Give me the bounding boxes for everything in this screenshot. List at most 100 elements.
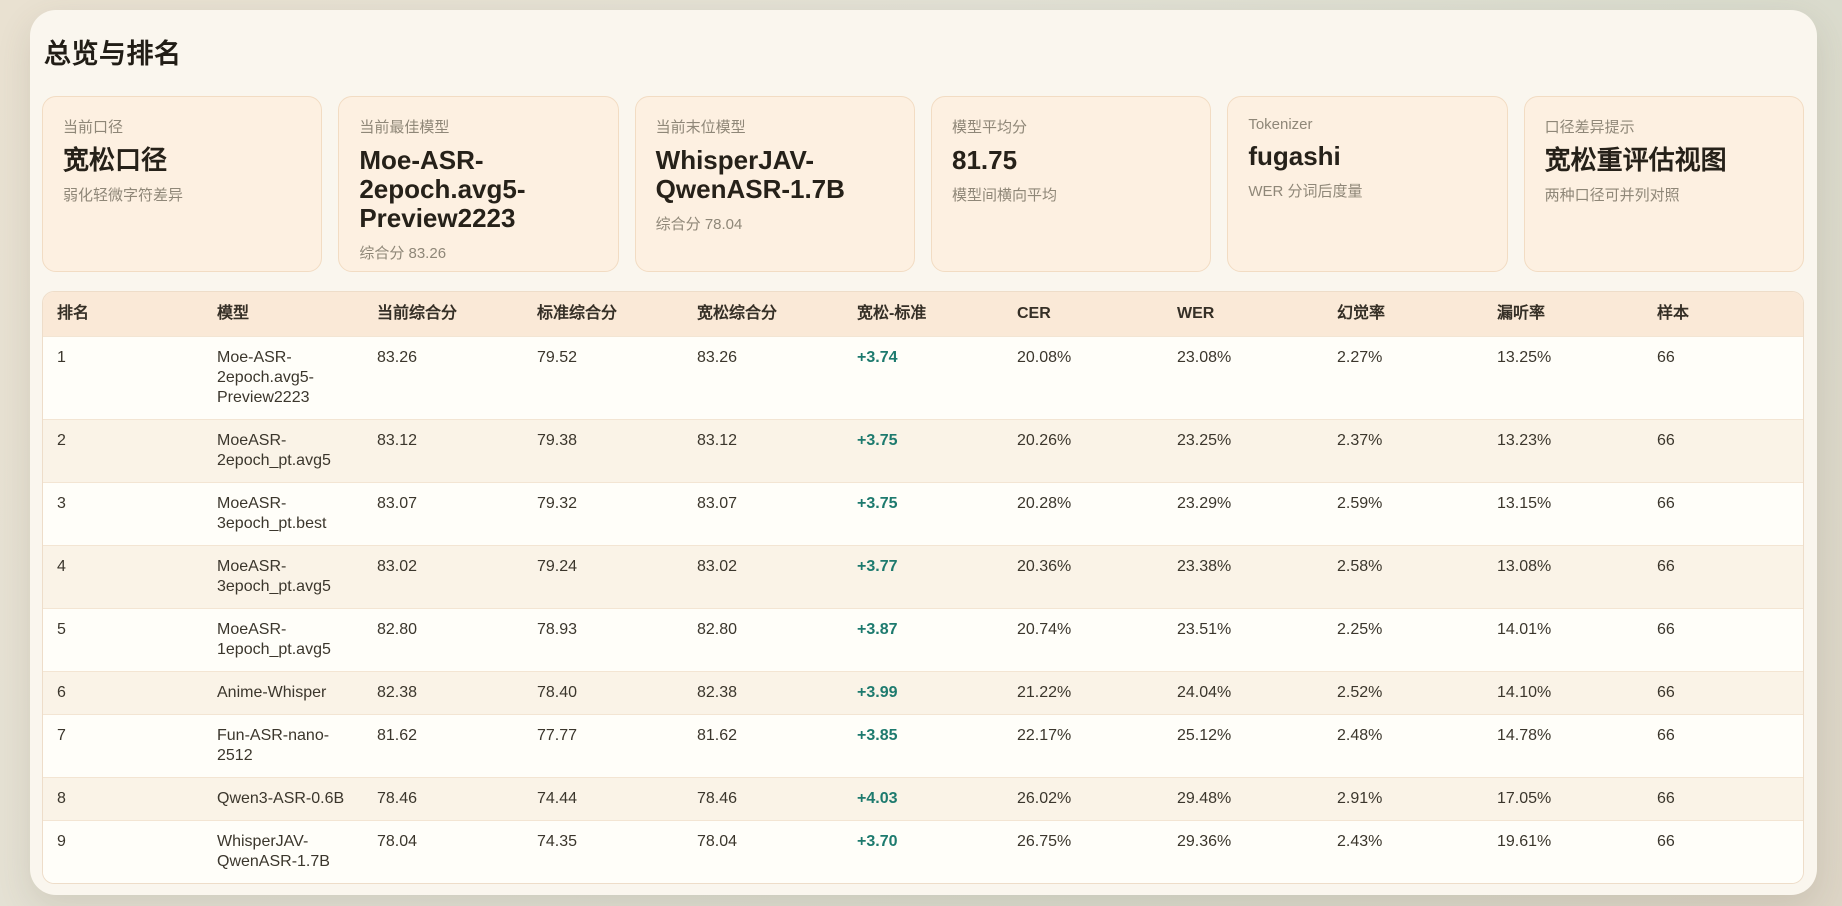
cell-standard: 79.24 xyxy=(523,545,683,609)
cell-samples: 66 xyxy=(1643,714,1803,778)
cell-lenient: 83.26 xyxy=(683,336,843,420)
cell-samples: 66 xyxy=(1643,820,1803,883)
column-header-lenient: 宽松综合分 xyxy=(683,292,843,337)
cell-rank: 6 xyxy=(43,671,203,715)
cell-rank: 8 xyxy=(43,777,203,821)
cell-hallucination: 2.59% xyxy=(1323,482,1483,546)
cell-model: MoeASR-3epoch_pt.best xyxy=(203,482,363,546)
cell-hallucination: 2.58% xyxy=(1323,545,1483,609)
cell-lenient: 78.46 xyxy=(683,777,843,821)
cell-miss: 13.23% xyxy=(1483,419,1643,483)
table-body: 1 Moe-ASR-2epoch.avg5-Preview2223 83.26 79.… xyxy=(43,336,1803,883)
table-row: 8 Qwen3-ASR-0.6B 78.46 74.44 78.46 +4.03 26.02… xyxy=(43,777,1803,821)
column-header-rank: 排名 xyxy=(43,292,203,337)
cell-standard: 77.77 xyxy=(523,714,683,778)
cell-rank: 3 xyxy=(43,482,203,546)
cell-cer: 20.28% xyxy=(1003,482,1163,546)
table-row: 3 MoeASR-3epoch_pt.best 83.07 79.32 83.07 +3.… xyxy=(43,482,1803,546)
cell-rank: 1 xyxy=(43,336,203,420)
column-header-standard: 标准综合分 xyxy=(523,292,683,337)
cell-model: MoeASR-2epoch_pt.avg5 xyxy=(203,419,363,483)
cell-delta: +3.87 xyxy=(843,608,1003,672)
cell-cer: 26.75% xyxy=(1003,820,1163,883)
table-header-row: 排名 模型 当前综合分 标准综合分 宽松综合分 宽松-标准 CER WER 幻觉率 漏听率 样本 xyxy=(43,292,1803,337)
cell-standard: 74.35 xyxy=(523,820,683,883)
cell-standard: 78.93 xyxy=(523,608,683,672)
cell-lenient: 78.04 xyxy=(683,820,843,883)
cell-delta: +3.74 xyxy=(843,336,1003,420)
table-row: 1 Moe-ASR-2epoch.avg5-Preview2223 83.26 79.… xyxy=(43,336,1803,420)
cell-rank: 7 xyxy=(43,714,203,778)
cell-delta: +3.70 xyxy=(843,820,1003,883)
cell-cer: 20.74% xyxy=(1003,608,1163,672)
cell-lenient: 83.02 xyxy=(683,545,843,609)
cell-miss: 13.15% xyxy=(1483,482,1643,546)
column-header-current: 当前综合分 xyxy=(363,292,523,337)
column-header-hallucination: 幻觉率 xyxy=(1323,292,1483,337)
cell-delta: +3.75 xyxy=(843,482,1003,546)
cell-rank: 2 xyxy=(43,419,203,483)
cell-rank: 9 xyxy=(43,820,203,883)
stat-card-label: 当前口径 xyxy=(63,119,124,136)
cell-samples: 66 xyxy=(1643,671,1803,715)
stat-card-sub: 模型间横向平均 xyxy=(951,187,1057,205)
column-header-cer: CER xyxy=(1003,292,1163,337)
cell-model: Qwen3-ASR-0.6B xyxy=(203,777,363,821)
cell-miss: 14.78% xyxy=(1483,714,1643,778)
cell-wer: 29.48% xyxy=(1163,777,1323,821)
stat-card-label: 模型平均分 xyxy=(951,119,1027,136)
cell-rank: 5 xyxy=(43,608,203,672)
cell-cer: 21.22% xyxy=(1003,671,1163,715)
cell-samples: 66 xyxy=(1643,482,1803,546)
cell-delta: +4.03 xyxy=(843,777,1003,821)
stat-card-worst-model: 当前末位模型 WhisperJAV-QwenASR-1.7B 综合分 78.04 xyxy=(634,96,915,272)
cell-model: Anime-Whisper xyxy=(203,671,363,715)
cell-cer: 20.26% xyxy=(1003,419,1163,483)
cell-standard: 79.32 xyxy=(523,482,683,546)
column-header-samples: 样本 xyxy=(1643,292,1803,337)
column-header-delta: 宽松-标准 xyxy=(843,292,1003,337)
cell-model: Moe-ASR-2epoch.avg5-Preview2223 xyxy=(203,336,363,420)
cell-wer: 24.04% xyxy=(1163,671,1323,715)
stat-card-best-model: 当前最佳模型 Moe-ASR-2epoch.avg5-Preview2223 综… xyxy=(338,96,619,272)
cell-cer: 26.02% xyxy=(1003,777,1163,821)
cell-standard: 78.40 xyxy=(523,671,683,715)
cell-standard: 79.38 xyxy=(523,419,683,483)
cell-miss: 13.25% xyxy=(1483,336,1643,420)
stat-card-sub: WER 分词后度量 xyxy=(1248,183,1363,201)
table-row: 2 MoeASR-2epoch_pt.avg5 83.12 79.38 83.12 +3.… xyxy=(43,419,1803,483)
cell-wer: 25.12% xyxy=(1163,714,1323,778)
cell-rank: 4 xyxy=(43,545,203,609)
cell-model: MoeASR-3epoch_pt.avg5 xyxy=(203,545,363,609)
cell-hallucination: 2.37% xyxy=(1323,419,1483,483)
stat-card-value: fugashi xyxy=(1248,141,1341,171)
cell-hallucination: 2.25% xyxy=(1323,608,1483,672)
cell-current: 83.12 xyxy=(363,419,523,483)
stat-card-sub: 弱化轻微字符差异 xyxy=(63,187,184,205)
cell-hallucination: 2.52% xyxy=(1323,671,1483,715)
cell-lenient: 81.62 xyxy=(683,714,843,778)
cell-wer: 29.36% xyxy=(1163,820,1323,883)
cell-delta: +3.75 xyxy=(843,419,1003,483)
cell-hallucination: 2.43% xyxy=(1323,820,1483,883)
stat-card-value: Moe-ASR-2epoch.avg5-Preview2223 xyxy=(359,145,526,234)
table-row: 6 Anime-Whisper 82.38 78.40 82.38 +3.99 21.22%… xyxy=(43,671,1803,715)
ranking-table: 排名 模型 当前综合分 标准综合分 宽松综合分 宽松-标准 CER WER 幻觉率 漏听率 样本 1… xyxy=(43,292,1803,883)
table-row: 7 Fun-ASR-nano-2512 81.62 77.77 81.62 +3.85 22… xyxy=(43,714,1803,778)
cell-miss: 13.08% xyxy=(1483,545,1643,609)
stat-card-label: 当前最佳模型 xyxy=(359,119,450,136)
stat-card-value: 宽松口径 xyxy=(63,145,168,175)
cell-wer: 23.38% xyxy=(1163,545,1323,609)
cell-lenient: 82.38 xyxy=(683,671,843,715)
cell-hallucination: 2.48% xyxy=(1323,714,1483,778)
cell-current: 82.80 xyxy=(363,608,523,672)
ranking-table-container: 排名 模型 当前综合分 标准综合分 宽松综合分 宽松-标准 CER WER 幻觉率 漏听率 样本 1… xyxy=(42,291,1804,884)
cell-current: 82.38 xyxy=(363,671,523,715)
cell-cer: 22.17% xyxy=(1003,714,1163,778)
cell-current: 83.07 xyxy=(363,482,523,546)
stat-card-value: WhisperJAV-QwenASR-1.7B xyxy=(655,145,845,205)
stat-card-label: 当前末位模型 xyxy=(655,119,746,136)
cell-cer: 20.36% xyxy=(1003,545,1163,609)
stat-card-label: 口径差异提示 xyxy=(1544,119,1635,136)
